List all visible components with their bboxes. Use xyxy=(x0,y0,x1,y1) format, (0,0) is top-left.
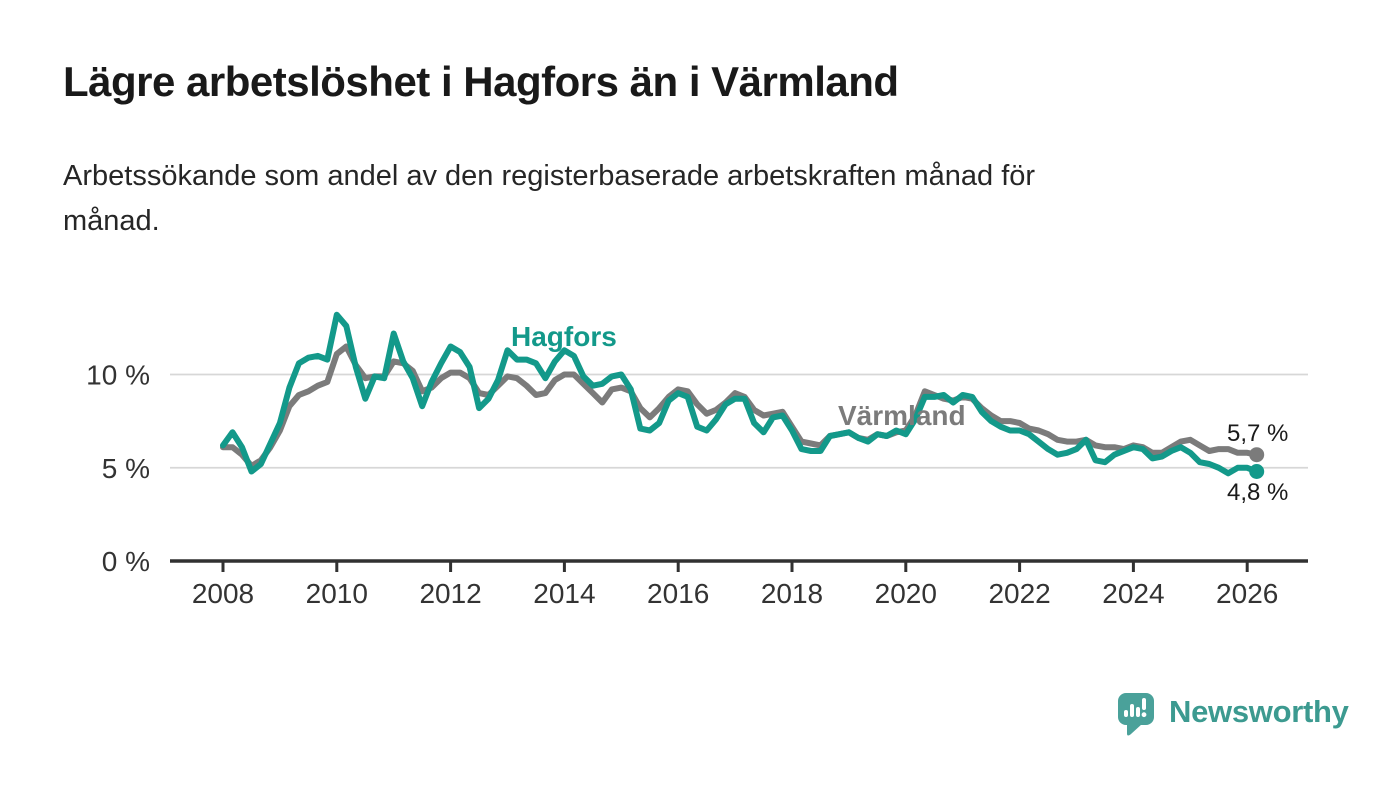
x-axis-label-2024: 2024 xyxy=(1102,578,1164,609)
x-axis-label-2026: 2026 xyxy=(1216,578,1278,609)
varmland-end-dot xyxy=(1249,447,1265,463)
newsworthy-logo: Newsworthy xyxy=(1116,691,1349,739)
x-axis-label-2016: 2016 xyxy=(647,578,709,609)
x-axis-label-2012: 2012 xyxy=(419,578,481,609)
y-axis-label-0pct: 0 % xyxy=(102,546,150,577)
newsworthy-logo-icon xyxy=(1118,693,1154,736)
x-axis-label-2010: 2010 xyxy=(306,578,368,609)
x-axis-label-2008: 2008 xyxy=(192,578,254,609)
x-axis-label-2022: 2022 xyxy=(988,578,1050,609)
series-label-varmland: Värmland xyxy=(838,400,966,431)
y-axis-label-10pct: 10 % xyxy=(86,360,150,391)
varmland-line xyxy=(220,343,1260,469)
chart-title: Lägre arbetslöshet i Hagfors än i Värmla… xyxy=(63,58,899,105)
series-layer xyxy=(220,311,1265,479)
end-value-label-varmland: 5,7 % xyxy=(1227,420,1288,447)
x-axis-label-2014: 2014 xyxy=(533,578,595,609)
end-value-label-hagfors: 4,8 % xyxy=(1227,479,1288,506)
series-label-hagfors: Hagfors xyxy=(511,321,617,352)
grid-layer xyxy=(170,373,1308,469)
newsworthy-wordmark: Newsworthy xyxy=(1169,694,1349,729)
chart-subtitle: Arbetssökande som andel av den registerb… xyxy=(63,160,1036,237)
axis-layer: 0 % 5 % 10 % 2008 2010 2012 2014 2016 2018 2020 20… xyxy=(86,360,1308,609)
hagfors-line xyxy=(220,311,1260,477)
x-axis-label-2020: 2020 xyxy=(875,578,937,609)
logo-bar-chart-icon xyxy=(1124,698,1147,718)
x-axis-label-2018: 2018 xyxy=(761,578,823,609)
hagfors-end-dot xyxy=(1249,464,1265,479)
y-axis-label-5pct: 5 % xyxy=(102,453,150,484)
logo-bubble-tail xyxy=(1127,723,1142,736)
